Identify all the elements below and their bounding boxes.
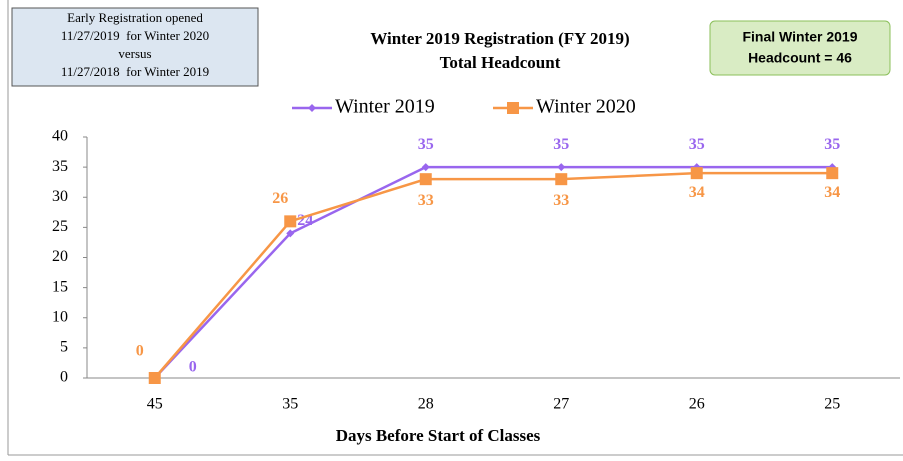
note-left: Early Registration opened 11/27/2019 for…: [61, 10, 209, 79]
data-label: 35: [689, 136, 705, 153]
marker: [419, 173, 432, 186]
x-tick-label: 26: [689, 396, 705, 413]
y-tick-label: 35: [52, 158, 68, 175]
y-tick-label: 0: [60, 369, 68, 386]
title: Winter 2019 Registration (FY 2019) Total…: [370, 29, 629, 72]
data-label: 35: [824, 136, 840, 153]
note-line: Early Registration opened: [67, 10, 203, 25]
data-label: 33: [418, 192, 434, 209]
x-tick-label: 27: [553, 396, 569, 413]
note-line: 11/27/2018 for Winter 2019: [61, 64, 209, 79]
legend-marker: [507, 102, 519, 114]
note-line: Headcount = 46: [748, 50, 852, 66]
marker: [555, 173, 568, 186]
marker: [557, 163, 566, 172]
data-label: 33: [553, 192, 569, 209]
y-tick-label: 10: [52, 308, 68, 325]
legend-label: Winter 2019: [335, 96, 435, 118]
note-line: Final Winter 2019: [742, 29, 857, 45]
y-tick-label: 20: [52, 248, 68, 265]
y-tick-label: 15: [52, 278, 68, 295]
chart-title: Total Headcount: [440, 53, 561, 72]
x-tick-label: 25: [824, 396, 840, 413]
chart-title: Winter 2019 Registration (FY 2019): [370, 29, 629, 48]
x-tick-label: 28: [418, 396, 434, 413]
marker: [421, 163, 430, 172]
data-label: 34: [689, 184, 705, 201]
marker: [284, 215, 297, 228]
x-axis-label: Days Before Start of Classes: [336, 426, 541, 445]
y-tick-label: 40: [52, 128, 68, 145]
data-label: 0: [189, 359, 197, 376]
data-label: 35: [553, 136, 569, 153]
x-tick-label: 45: [147, 396, 163, 413]
y-tick-label: 30: [52, 188, 68, 205]
note-line: versus: [118, 46, 151, 61]
marker: [286, 229, 295, 238]
series-line: [153, 165, 833, 379]
marker: [690, 167, 703, 180]
data-label: 35: [418, 136, 434, 153]
legend-marker: [308, 104, 316, 112]
y-tick-label: 25: [52, 218, 68, 235]
note-box-right: [709, 20, 891, 76]
data-label: 34: [824, 184, 840, 201]
note-right: Final Winter 2019 Headcount = 46: [742, 29, 857, 66]
marker: [148, 372, 161, 384]
legend-label: Winter 2020: [536, 96, 636, 118]
series-line: [153, 171, 833, 379]
marker: [826, 167, 839, 180]
data-label: 26: [272, 190, 288, 207]
y-tick-label: 5: [60, 339, 68, 356]
data-label: 0: [136, 343, 144, 360]
x-tick-label: 35: [282, 396, 298, 413]
note-box-left: [11, 7, 259, 87]
note-line: 11/27/2019 for Winter 2020: [61, 28, 209, 43]
